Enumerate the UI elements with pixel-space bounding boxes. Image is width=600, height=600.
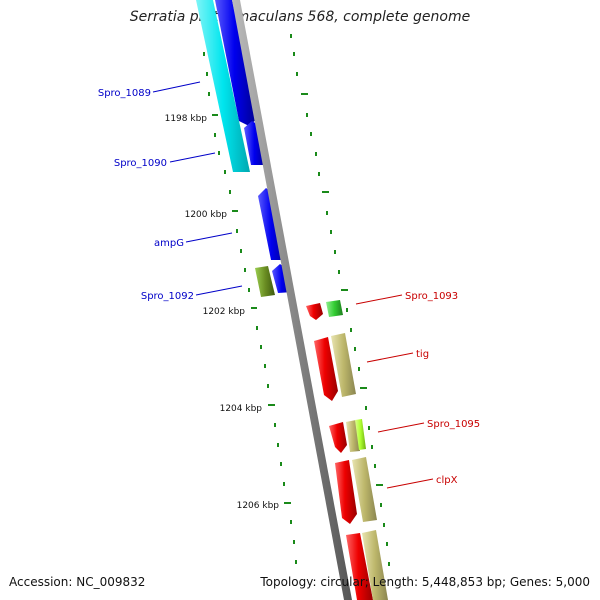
gene-clpx-block[interactable] — [335, 460, 357, 524]
gene-spro-1095-block[interactable] — [329, 422, 347, 453]
gene-spro-1089-block[interactable] — [215, 0, 258, 126]
tick-marks — [203, 34, 390, 566]
gene-label-spro-1092[interactable]: Spro_1092 — [141, 291, 194, 302]
kbp-label-1202: 1202 kbp — [203, 307, 246, 317]
leader-line-spro-1090 — [169, 152, 216, 163]
leader-line-spro-1089 — [152, 81, 201, 93]
kbp-label-1206: 1206 kbp — [237, 501, 280, 511]
gene-label-clpx[interactable]: clpX — [436, 475, 458, 486]
right-tick-track — [290, 34, 390, 566]
accession-text: Accession: NC_009832 — [9, 575, 146, 589]
gene-bottom-red-block[interactable] — [346, 533, 373, 600]
gene-label-tig[interactable]: tig — [416, 349, 429, 360]
kbp-label-1204: 1204 kbp — [220, 404, 263, 414]
gene-label-spro-1093[interactable]: Spro_1093 — [405, 291, 458, 302]
genome-summary-text: Topology: circular; Length: 5,448,853 bp… — [260, 575, 590, 589]
right-gene-labels: Spro_1093 tig Spro_1095 clpX — [355, 291, 480, 489]
gene-label-ampg[interactable]: ampG — [154, 238, 184, 249]
gene-spro-1093-block[interactable] — [306, 303, 323, 320]
leader-line-spro-1095 — [377, 422, 425, 433]
gene-tig-block[interactable] — [314, 337, 338, 401]
leader-line-spro-1093 — [355, 294, 403, 305]
gene-spro-1093-block-green[interactable] — [326, 300, 343, 317]
gene-clpx-block-khaki[interactable] — [352, 457, 377, 522]
gene-spro-1092-block-olive[interactable] — [255, 266, 275, 297]
gene-tig-block-khaki[interactable] — [331, 333, 356, 397]
leader-line-clpx — [386, 478, 434, 489]
gene-label-spro-1089[interactable]: Spro_1089 — [98, 88, 151, 99]
leader-line-spro-1092 — [195, 285, 243, 296]
gene-label-spro-1095[interactable]: Spro_1095 — [427, 419, 480, 430]
kbp-labels: 1198 kbp 1200 kbp 1202 kbp 1204 kbp 1206… — [165, 114, 280, 511]
kbp-label-1198: 1198 kbp — [165, 114, 208, 124]
gene-cyan-block[interactable] — [196, 0, 250, 172]
left-tick-track — [203, 52, 297, 564]
kbp-label-1200: 1200 kbp — [185, 210, 228, 220]
leader-line-ampg — [185, 232, 233, 243]
genome-backbone — [232, 0, 352, 600]
leader-line-tig — [366, 352, 414, 363]
left-gene-labels: Spro_1089 Spro_1090 ampG Spro_1092 — [98, 81, 243, 302]
gene-bottom-khaki-block[interactable] — [362, 530, 388, 600]
gene-spro-1095-block-lime[interactable] — [355, 419, 366, 450]
gene-label-spro-1090[interactable]: Spro_1090 — [114, 158, 167, 169]
